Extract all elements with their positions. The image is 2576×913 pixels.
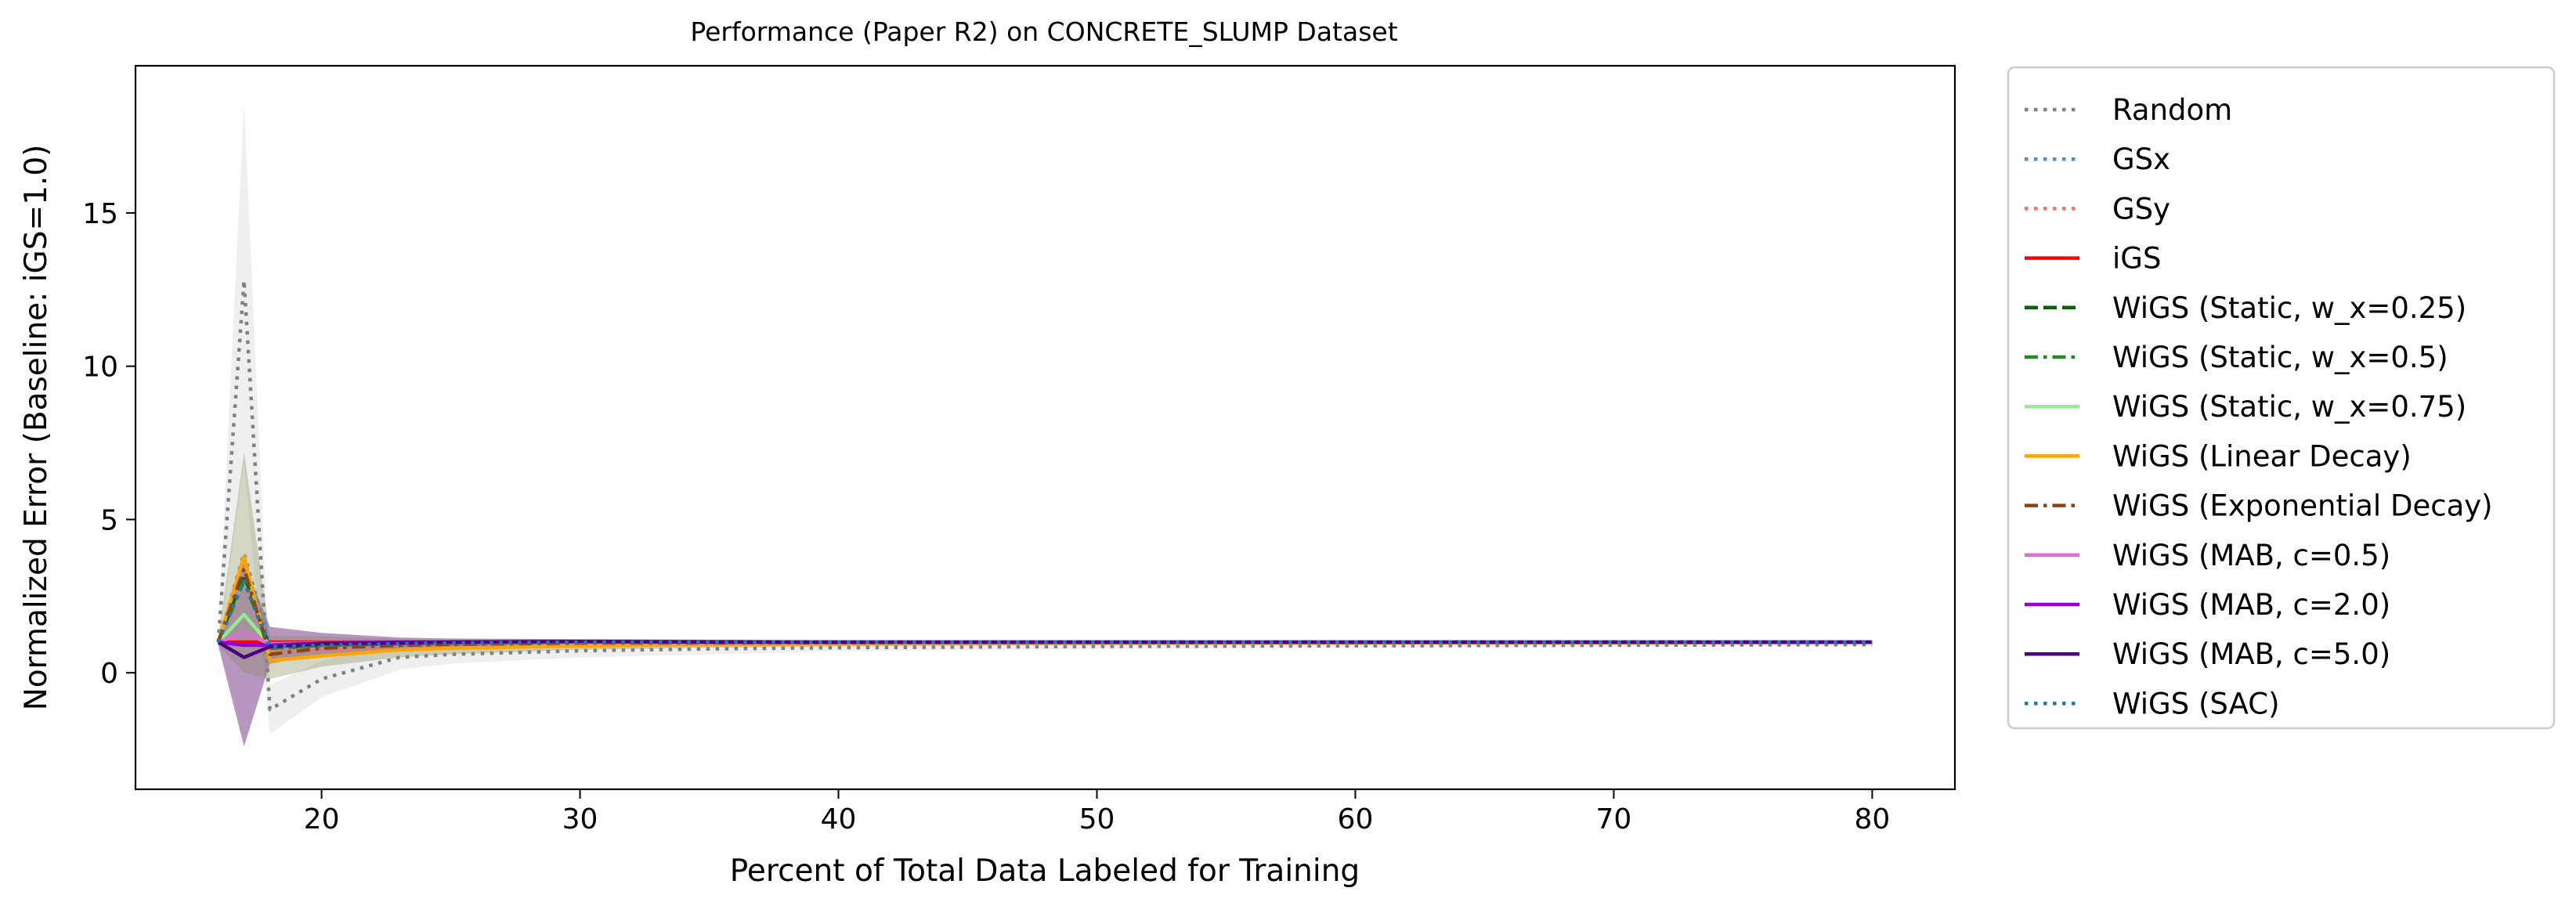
series-lines <box>216 278 1873 712</box>
x-axis-label: Percent of Total Data Labeled for Traini… <box>730 853 1360 889</box>
legend-item-wigs-linear-decay: WiGS (Linear Decay) <box>2025 439 2412 473</box>
legend-item-wigs-sac: WiGS (SAC) <box>2025 687 2280 720</box>
band-random <box>218 103 1873 734</box>
x-tick-label: 50 <box>1079 803 1115 835</box>
x-tick-label: 40 <box>821 803 857 835</box>
plot-area-frame <box>134 64 1956 791</box>
series-line-wigs-static-w-x-0-5 <box>216 579 1873 651</box>
series-line-gsy <box>216 561 1873 654</box>
legend-item-wigs-static-w-x-0-25: WiGS (Static, w_x=0.25) <box>2025 291 2466 325</box>
legend: Random GSx GSy iGS WiGS (Static, w_x=0.25) Wi… <box>2007 66 2556 730</box>
legend-item-wigs-static-w-x-0-5: WiGS (Static, w_x=0.5) <box>2025 341 2448 374</box>
y-tick-label: 5 <box>100 504 118 536</box>
legend-item-random: Random <box>2025 93 2232 127</box>
legend-label: WiGS (SAC) <box>2112 687 2280 720</box>
x-axis: 20 30 40 50 60 70 80 <box>304 789 1891 835</box>
y-tick-label: 10 <box>82 352 118 384</box>
legend-item-wigs-mab-c-5-0: WiGS (MAB, c=5.0) <box>2025 637 2390 671</box>
legend-label: Random <box>2112 93 2232 127</box>
legend-label: WiGS (Linear Decay) <box>2112 439 2412 473</box>
chart-title: Performance (Paper R2) on CONCRETE_SLUMP… <box>690 16 1397 47</box>
legend-item-wigs-static-w-x-0-75: WiGS (Static, w_x=0.75) <box>2025 390 2466 424</box>
legend-box <box>2007 66 2556 730</box>
y-axis-label: Normalized Error (Baseline: iGS=1.0) <box>19 145 54 711</box>
x-tick-label: 60 <box>1338 803 1374 835</box>
y-tick-label: 0 <box>100 658 118 690</box>
legend-label: WiGS (Static, w_x=0.75) <box>2112 390 2466 424</box>
legend-label: WiGS (MAB, c=2.0) <box>2112 588 2390 622</box>
legend-item-wigs-exponential-decay: WiGS (Exponential Decay) <box>2025 489 2493 523</box>
confidence-bands <box>218 103 1873 747</box>
series-line-wigs-static-w-x-0-25 <box>216 572 1873 651</box>
legend-label: iGS <box>2112 242 2161 276</box>
x-tick-label: 80 <box>1855 803 1891 835</box>
series-line-wigs-sac <box>216 579 1873 649</box>
y-tick-label: 15 <box>82 198 118 230</box>
legend-label: WiGS (Static, w_x=0.25) <box>2112 291 2466 325</box>
series-line-random <box>216 278 1873 712</box>
legend-item-gsx: GSx <box>2025 143 2170 176</box>
band-wigs-linear-decay <box>218 452 1873 680</box>
x-tick-label: 20 <box>304 803 340 835</box>
x-tick-label: 70 <box>1596 803 1632 835</box>
legend-item-gsy: GSy <box>2025 192 2170 226</box>
legend-label: WiGS (MAB, c=0.5) <box>2112 539 2390 572</box>
legend-item-wigs-mab-c-2-0: WiGS (MAB, c=2.0) <box>2025 588 2390 622</box>
legend-item-igs: iGS <box>2025 242 2161 276</box>
legend-label: WiGS (Static, w_x=0.5) <box>2112 341 2448 374</box>
legend-label: WiGS (MAB, c=5.0) <box>2112 637 2390 671</box>
legend-label: WiGS (Exponential Decay) <box>2112 489 2493 523</box>
legend-label: GSy <box>2112 192 2170 226</box>
x-tick-label: 30 <box>562 803 598 835</box>
legend-label: GSx <box>2112 143 2170 176</box>
series-line-gsx <box>216 551 1873 649</box>
legend-item-wigs-mab-c-0-5: WiGS (MAB, c=0.5) <box>2025 539 2390 572</box>
y-axis: 0 5 10 15 <box>82 198 135 690</box>
